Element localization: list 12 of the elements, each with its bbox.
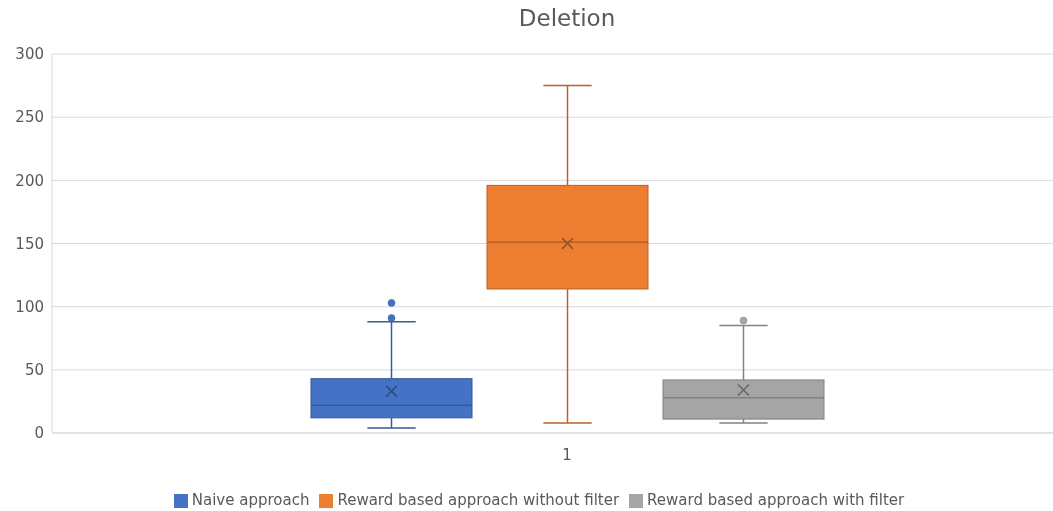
chart-title: Deletion [517,5,617,31]
y-tick-label: 250 [15,108,44,127]
y-tick-label: 200 [15,171,44,190]
x-tick-label: 1 [562,445,572,464]
y-tick-label: 150 [15,234,44,253]
y-tick-label: 0 [34,424,44,443]
legend-label: Reward based approach without filter [337,491,620,509]
y-tick-label: 300 [15,45,44,64]
y-tick-label: 100 [15,297,44,316]
legend-label: Naive approach [191,491,310,509]
legend-label: Reward based approach with filter [647,491,905,509]
y-tick-label: 50 [24,361,44,380]
